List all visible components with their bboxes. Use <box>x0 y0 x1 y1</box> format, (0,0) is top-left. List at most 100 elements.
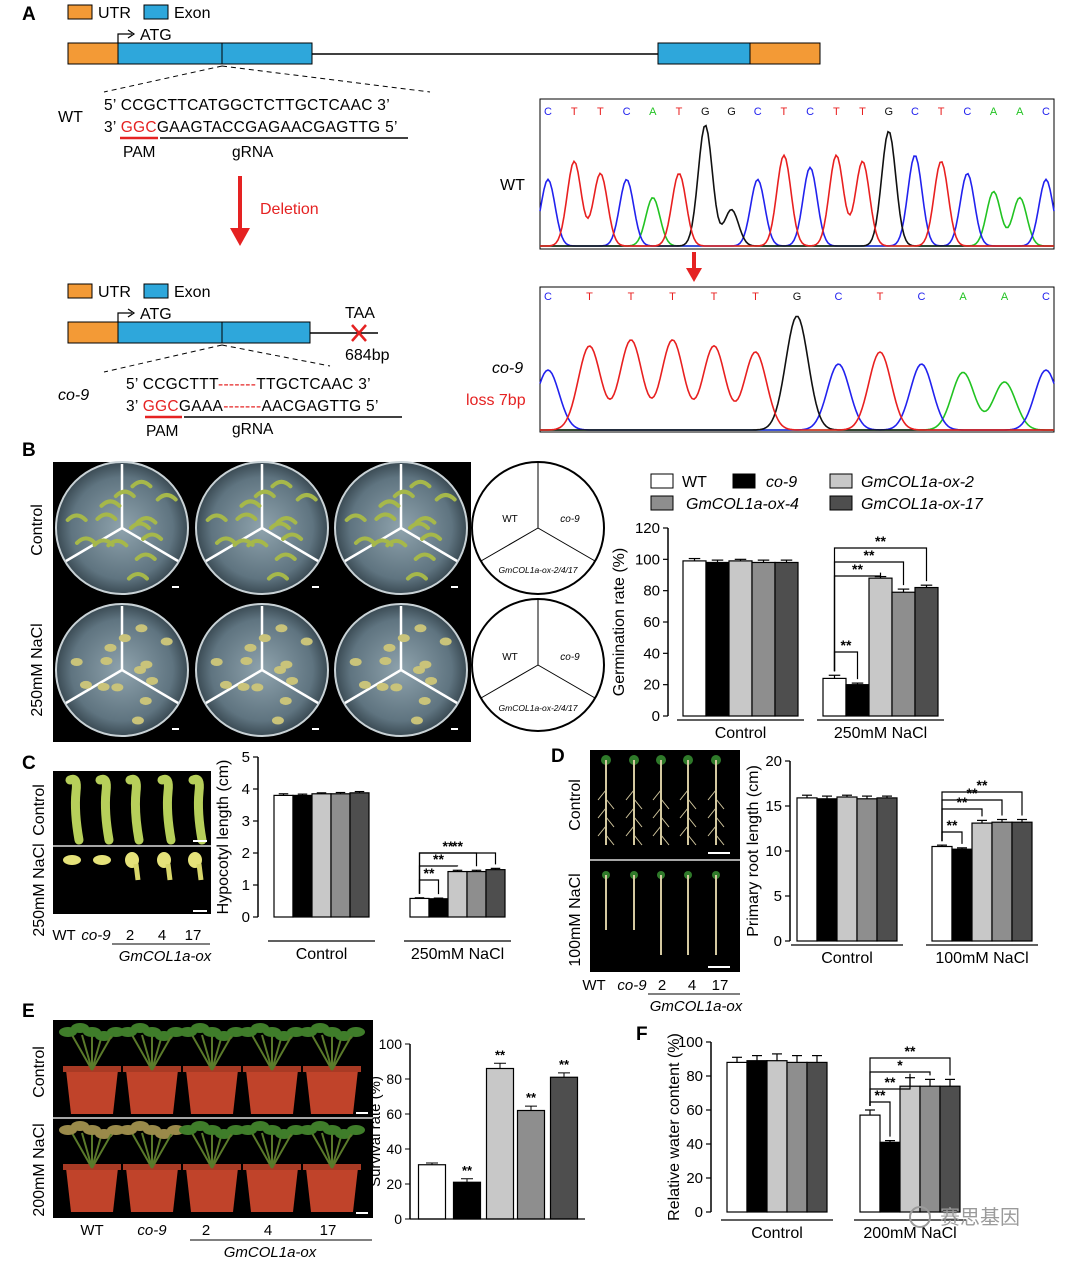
bar <box>485 869 506 918</box>
bar <box>273 794 294 918</box>
bar <box>971 822 993 942</box>
y-tick-label: 4 <box>242 781 250 798</box>
seedling <box>113 489 136 499</box>
e-control-label: Control <box>31 1046 48 1098</box>
seed <box>418 696 431 705</box>
sig-bracket <box>941 831 963 844</box>
y-tick-label: 80 <box>386 1071 402 1087</box>
c-control-label: Control <box>31 784 48 836</box>
base-call: C <box>806 106 814 118</box>
bar <box>409 897 430 918</box>
seedling <box>275 516 298 525</box>
bar <box>746 1060 768 1213</box>
base-call: T <box>586 291 593 303</box>
pot <box>186 1070 238 1114</box>
cotyledon <box>157 852 171 868</box>
scale-bar <box>356 1212 368 1214</box>
base-call: A <box>1016 106 1024 118</box>
base-call: C <box>911 106 919 118</box>
group-label: Control <box>296 946 348 963</box>
x-label: co-9 <box>617 977 647 994</box>
sig-bracket <box>418 879 440 895</box>
seed <box>425 676 438 685</box>
seedling <box>130 479 153 489</box>
bar <box>822 677 847 717</box>
seedling <box>155 493 178 502</box>
seed <box>160 637 173 646</box>
chromatogram-co9-traces <box>539 315 1055 431</box>
bar <box>428 898 449 918</box>
lateral-root <box>597 789 607 801</box>
bar <box>914 586 939 717</box>
stem <box>81 1034 93 1071</box>
seedling <box>414 516 437 525</box>
pot <box>306 1168 358 1212</box>
sig-label: ** <box>452 838 463 854</box>
lateral-root <box>679 807 689 819</box>
sig-label: ** <box>885 1074 896 1090</box>
atg-label: ATG <box>140 27 172 44</box>
seed <box>79 680 92 689</box>
pot <box>306 1070 358 1114</box>
y-tick-label: 100 <box>379 1036 403 1052</box>
sig-bracket <box>833 547 928 672</box>
y-tick-label: 120 <box>635 520 660 537</box>
scale-bar <box>708 852 730 854</box>
sig-label: ** <box>977 777 988 793</box>
seed <box>410 716 423 725</box>
seed <box>237 682 250 691</box>
seedling <box>405 572 428 581</box>
sig-label: ** <box>905 1043 916 1059</box>
divider <box>121 526 179 563</box>
seedling <box>126 572 149 581</box>
lateral-root <box>652 807 662 819</box>
seed <box>100 657 113 665</box>
size-label: 684bp <box>345 347 390 364</box>
panel-label-e: E <box>22 1001 35 1022</box>
lateral-root <box>660 834 670 846</box>
group-label: GmCOL1a-ox <box>650 998 743 1015</box>
e-salt-label: 200mM NaCl <box>31 1123 48 1216</box>
cotyledon <box>125 852 139 868</box>
seedling <box>274 552 297 561</box>
seedling <box>135 516 158 525</box>
y-tick-label: 1 <box>242 877 250 894</box>
hypocotyl <box>188 774 207 845</box>
seed <box>258 634 271 643</box>
lateral-root <box>605 798 615 810</box>
hypocotyl <box>125 774 144 845</box>
sig-label: ** <box>875 533 886 549</box>
seed <box>379 657 392 665</box>
lateral-root <box>679 789 689 801</box>
stem <box>191 1034 213 1071</box>
seed <box>146 676 159 685</box>
base-call: T <box>711 291 718 303</box>
divider <box>205 668 263 705</box>
lateral-root <box>715 834 725 846</box>
lateral-root <box>707 825 717 837</box>
seed <box>376 682 389 691</box>
pot <box>186 1168 238 1212</box>
d-salt-label: 100mM NaCl <box>567 873 584 966</box>
bar <box>859 1114 881 1213</box>
y-tick-label: 0 <box>652 708 660 725</box>
trace-T <box>540 153 1054 247</box>
stem <box>271 1034 293 1071</box>
wt-seq-bottom: 3’ GGCGAAGTACCGAGAACGAGTTG 5’ <box>104 119 398 136</box>
base-call: T <box>669 291 676 303</box>
seed <box>419 660 432 669</box>
bar <box>485 1067 515 1220</box>
seedling <box>74 536 97 545</box>
sig-label: ** <box>957 794 968 810</box>
chart-c-hypocotyl: 0 1 2 3 4 5 Hypocotyl length (cm) Control 250mM … <box>215 749 511 963</box>
seed <box>390 683 403 692</box>
y-tick-label: 80 <box>643 583 660 600</box>
x-label: 4 <box>688 977 696 994</box>
bar <box>292 794 313 918</box>
taa-label: TAA <box>345 305 375 322</box>
scale-bar <box>708 966 730 968</box>
grna-label-2: gRNA <box>232 421 274 438</box>
